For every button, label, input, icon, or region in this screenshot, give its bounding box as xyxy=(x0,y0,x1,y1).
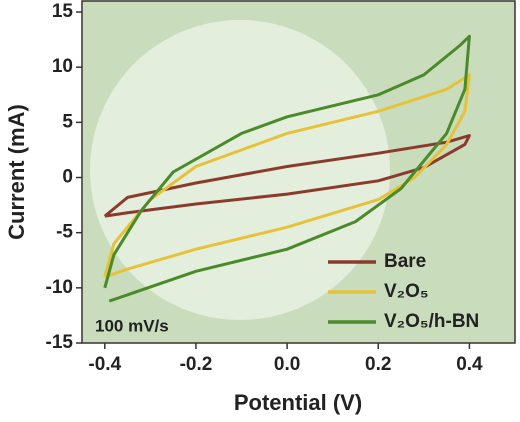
y-tick-label: -15 xyxy=(46,332,74,353)
y-tick-label: 10 xyxy=(52,56,73,77)
legend-label: V₂O₅ xyxy=(384,281,429,302)
y-tick-label: 0 xyxy=(62,167,73,188)
y-tick-label: -10 xyxy=(46,277,73,298)
legend-label: Bare xyxy=(384,251,426,272)
sem-particle xyxy=(90,20,390,320)
cv-curve xyxy=(103,73,471,279)
x-tick-label: -0.2 xyxy=(180,354,213,375)
cv-curve xyxy=(103,134,471,218)
x-tick-label: 0.4 xyxy=(456,354,483,375)
y-axis-label: Current (mA) xyxy=(4,104,29,240)
y-tick-label: 5 xyxy=(62,111,73,132)
legend-label: V₂O₅/h-BN xyxy=(384,311,479,332)
y-tick-label: 15 xyxy=(52,1,74,22)
cv-curve xyxy=(103,34,471,303)
x-tick-label: 0.0 xyxy=(274,354,300,375)
y-tick-label: -5 xyxy=(56,222,73,243)
x-axis-label: Potential (V) xyxy=(234,390,362,415)
plot-frame xyxy=(81,0,516,344)
x-tick-label: 0.2 xyxy=(365,354,391,375)
x-tick-label: -0.4 xyxy=(88,354,121,375)
annotation: 100 mV/s xyxy=(95,316,169,335)
